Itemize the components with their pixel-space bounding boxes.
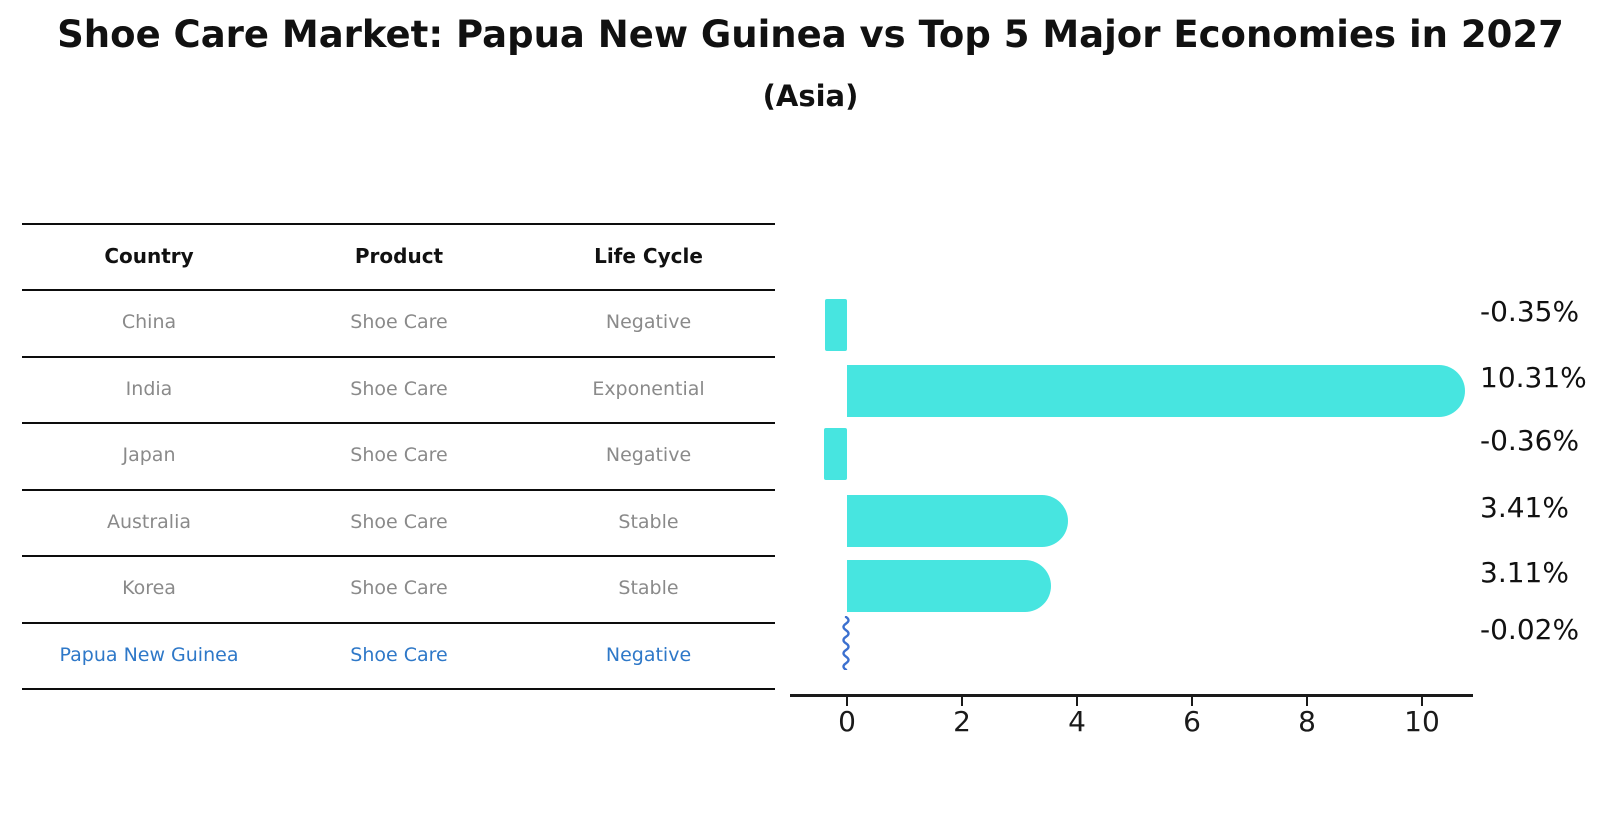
cell-country: Australia — [106, 511, 192, 533]
cell-country: Korea — [122, 577, 176, 599]
table-row-korea: Korea Shoe Care Stable — [22, 555, 775, 621]
cell-country: Japan — [122, 444, 176, 466]
value-label-india: 10.31% — [1480, 361, 1587, 394]
table-rule — [22, 688, 775, 690]
table-rule — [22, 356, 775, 358]
bar-japan — [824, 428, 847, 480]
table-rule — [22, 622, 775, 624]
value-label-japan: -0.36% — [1480, 424, 1580, 457]
table-rule — [22, 422, 775, 424]
column-header-life-cycle: Life Cycle — [594, 244, 703, 268]
x-tick-mark — [961, 697, 963, 706]
cell-life-cycle: Negative — [605, 644, 692, 666]
x-tick-mark — [1306, 697, 1308, 706]
table-row-india: India Shoe Care Exponential — [22, 356, 775, 422]
cell-life-cycle: Stable — [618, 577, 679, 599]
x-tick-mark — [1421, 697, 1423, 706]
x-tick-label: 4 — [1068, 705, 1086, 738]
cell-life-cycle: Exponential — [592, 378, 705, 400]
column-header-product: Product — [354, 244, 444, 268]
value-label-korea: 3.11% — [1480, 556, 1569, 589]
cell-life-cycle: Negative — [605, 444, 692, 466]
table-header-row: Country Product Life Cycle — [22, 223, 775, 289]
value-label-china: -0.35% — [1480, 295, 1580, 328]
cell-product: Shoe Care — [350, 311, 448, 333]
x-tick-mark — [846, 697, 848, 706]
cell-life-cycle: Stable — [618, 511, 679, 533]
x-tick-label: 8 — [1298, 705, 1316, 738]
table-rule — [22, 223, 775, 225]
bar-korea — [847, 560, 1051, 612]
bar-australia — [847, 495, 1069, 547]
x-tick-label: 10 — [1404, 705, 1440, 738]
cell-country: China — [121, 311, 177, 333]
bar-india — [847, 365, 1465, 417]
table-row-china: China Shoe Care Negative — [22, 289, 775, 355]
x-axis-spine — [790, 694, 1473, 697]
cell-product: Shoe Care — [350, 644, 448, 666]
cell-product: Shoe Care — [350, 378, 448, 400]
x-tick-mark — [1076, 697, 1078, 706]
table-row-australia: Australia Shoe Care Stable — [22, 489, 775, 555]
bar-china — [824, 299, 847, 351]
cell-life-cycle: Negative — [605, 311, 692, 333]
table-row-papua-new-guinea: Papua New Guinea Shoe Care Negative — [22, 622, 775, 688]
x-tick-mark — [1191, 697, 1193, 706]
cell-country: India — [125, 378, 173, 400]
x-tick-label: 2 — [953, 705, 971, 738]
table-rule — [22, 289, 775, 291]
x-tick-label: 6 — [1183, 705, 1201, 738]
column-header-country: Country — [104, 244, 194, 268]
value-label-australia: 3.41% — [1480, 491, 1569, 524]
cell-product: Shoe Care — [350, 511, 448, 533]
value-label-papua-new-guinea: -0.02% — [1480, 613, 1580, 646]
chart-subtitle: (Asia) — [762, 79, 859, 113]
cell-product: Shoe Care — [350, 577, 448, 599]
chart-title: Shoe Care Market: Papua New Guinea vs To… — [57, 13, 1564, 56]
cell-country: Papua New Guinea — [59, 644, 239, 666]
x-tick-label: 0 — [838, 705, 856, 738]
table-rule — [22, 555, 775, 557]
table-row-japan: Japan Shoe Care Negative — [22, 422, 775, 488]
comparison-table: Country Product Life Cycle China Shoe Ca… — [22, 223, 775, 690]
table-rule — [22, 489, 775, 491]
cell-product: Shoe Care — [350, 444, 448, 466]
highlight-squiggle-marker-papua-new-guinea — [840, 615, 852, 671]
